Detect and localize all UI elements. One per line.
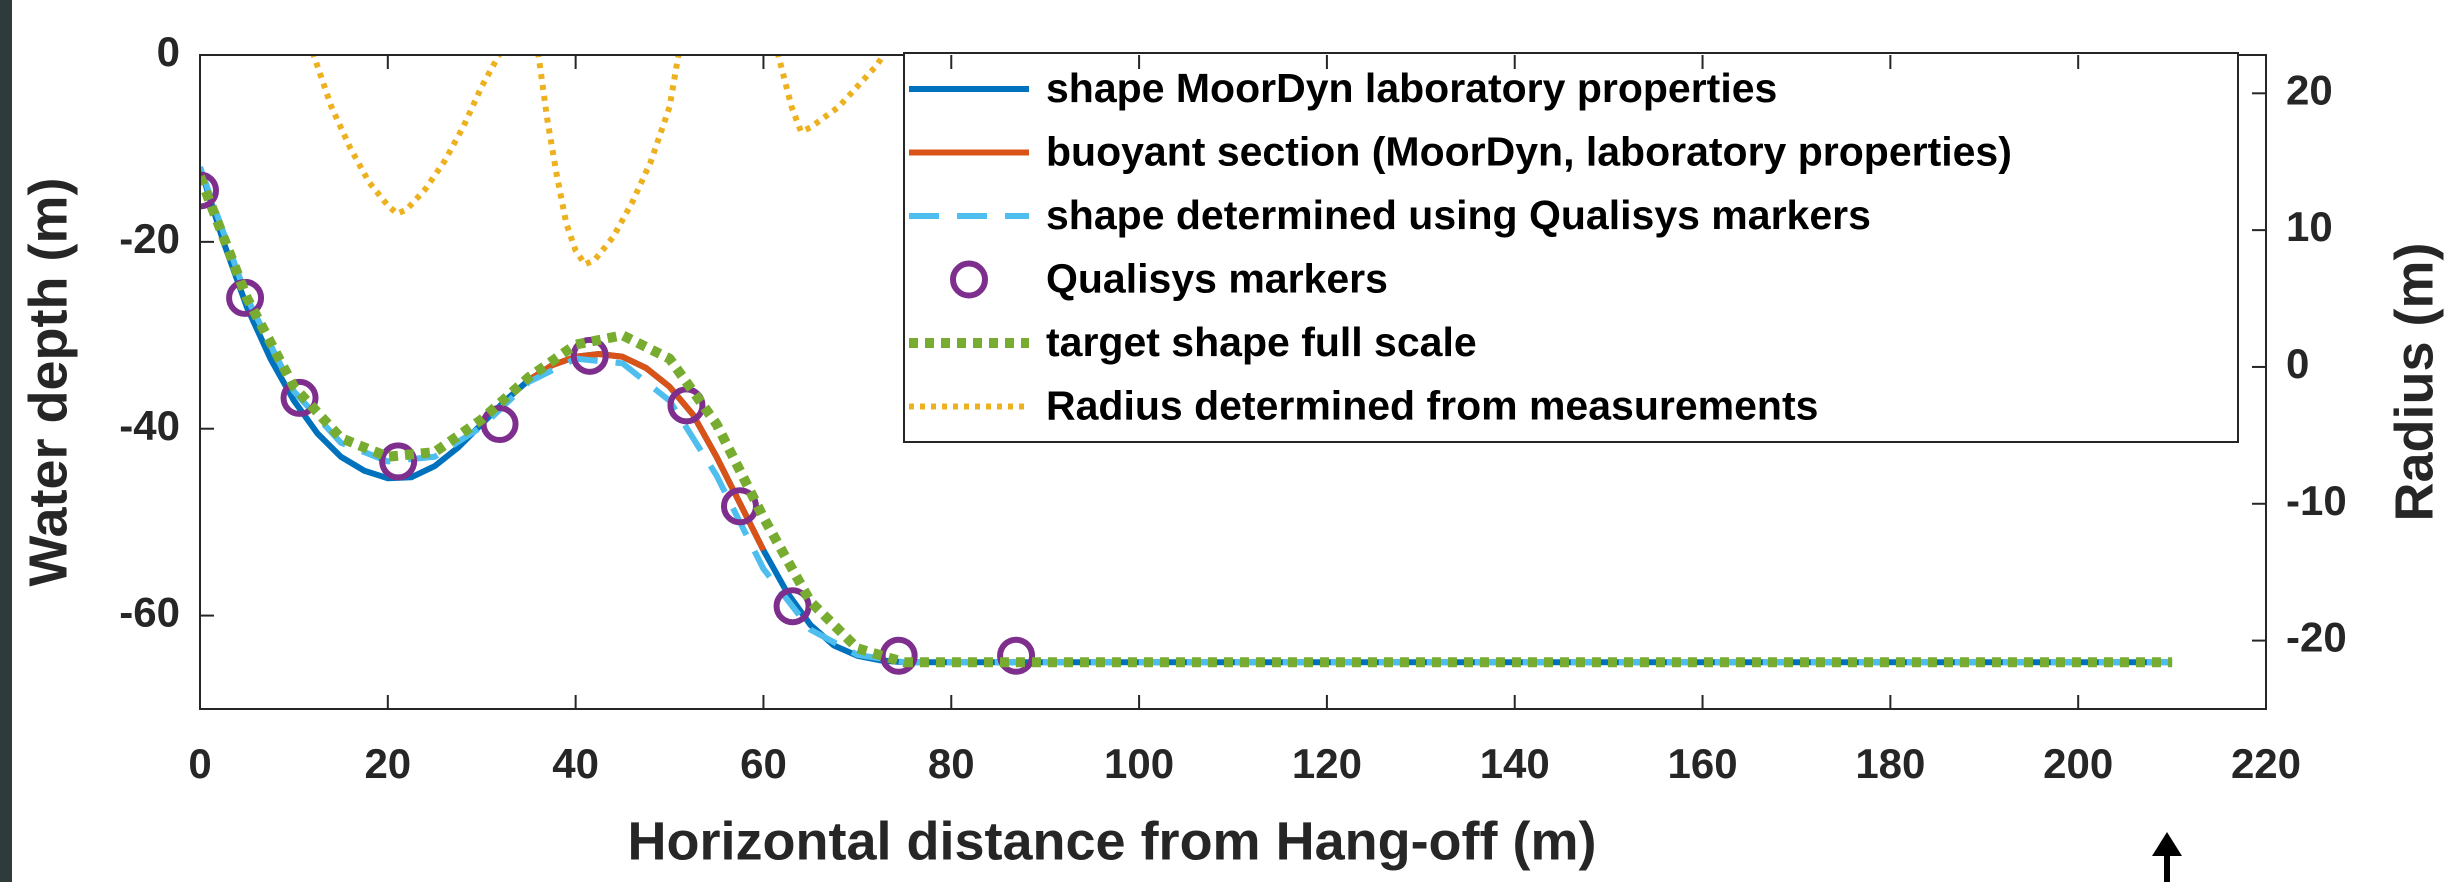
plot-area [200,55,2173,675]
arrow [2152,832,2182,882]
legend-label: shape determined using Qualisys markers [1046,192,1871,238]
edge-strip [0,0,12,882]
x-tick-label: 140 [1480,740,1550,787]
y-axis-label: Water depth (m) [18,178,78,587]
y2-tick-label: 0 [2286,340,2309,387]
x-tick-label: 220 [2231,740,2301,787]
legend-label: buoyant section (MoorDyn, laboratory pro… [1046,128,2012,174]
legend: shape MoorDyn laboratory properties buoya… [903,52,2239,443]
y-tick-label: -40 [119,402,180,449]
x-tick-label: 0 [188,740,211,787]
marker [773,587,812,626]
marker [879,636,918,675]
marker [200,171,219,210]
y2-tick-label: 20 [2286,66,2333,113]
marker [379,442,418,481]
marker [570,336,609,375]
legend-label: Radius determined from measurements [1046,382,1818,428]
marker [997,636,1036,675]
y2-tick-label: -10 [2286,477,2347,524]
y2-axis-label: Radius (m) [2384,242,2444,521]
y-tick-label: -20 [119,215,180,262]
y-tick-label: 0 [157,28,180,75]
marker [720,487,759,526]
x-tick-label: 80 [928,740,975,787]
data-line [200,174,2173,668]
legend-label: target shape full scale [1046,319,1477,365]
y2-tick-label: 10 [2286,203,2333,250]
x-tick-label: 100 [1104,740,1174,787]
x-tick-label: 40 [552,740,599,787]
x-tick-label: 200 [2043,740,2113,787]
data-line [310,55,888,268]
marker [280,378,319,417]
x-tick-label: 160 [1668,740,1738,787]
legend-label: Qualisys markers [1046,255,1388,301]
x-tick-label: 120 [1292,740,1362,787]
legend-swatch [950,260,988,299]
x-axis-label: Horizontal distance from Hang-off (m) [628,811,1597,871]
legend-label: shape MoorDyn laboratory properties [1046,65,1777,111]
y-tick-label: -60 [119,589,180,636]
x-tick-label: 20 [364,740,411,787]
y2-tick-label: -20 [2286,614,2347,661]
legend-box [903,52,2239,443]
x-tick-label: 60 [740,740,787,787]
x-tick-label: 180 [1855,740,1925,787]
